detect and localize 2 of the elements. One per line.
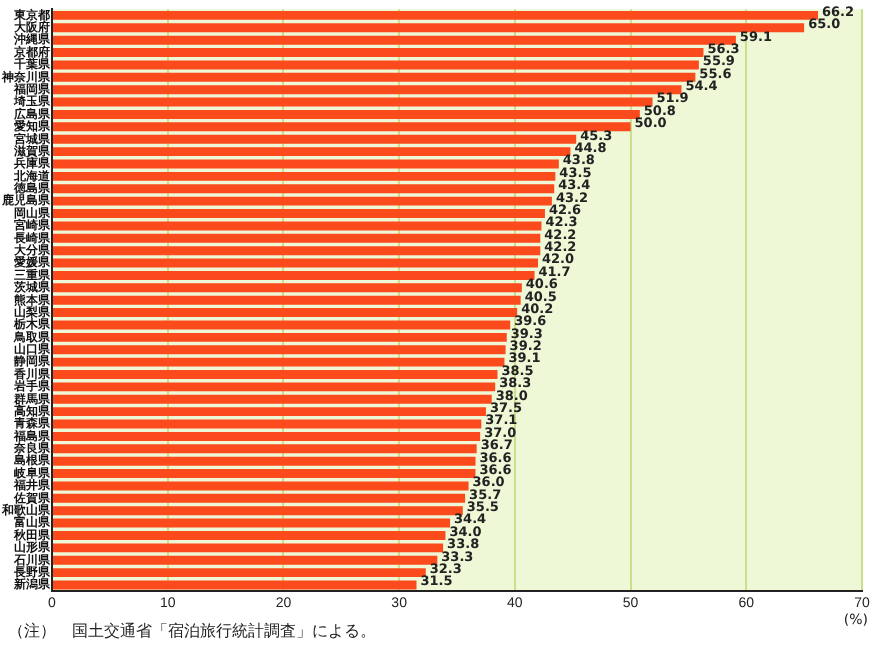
text: （注） 国土交通省「宿泊旅行統計調査」による。 — [8, 620, 376, 642]
bar — [53, 580, 417, 590]
